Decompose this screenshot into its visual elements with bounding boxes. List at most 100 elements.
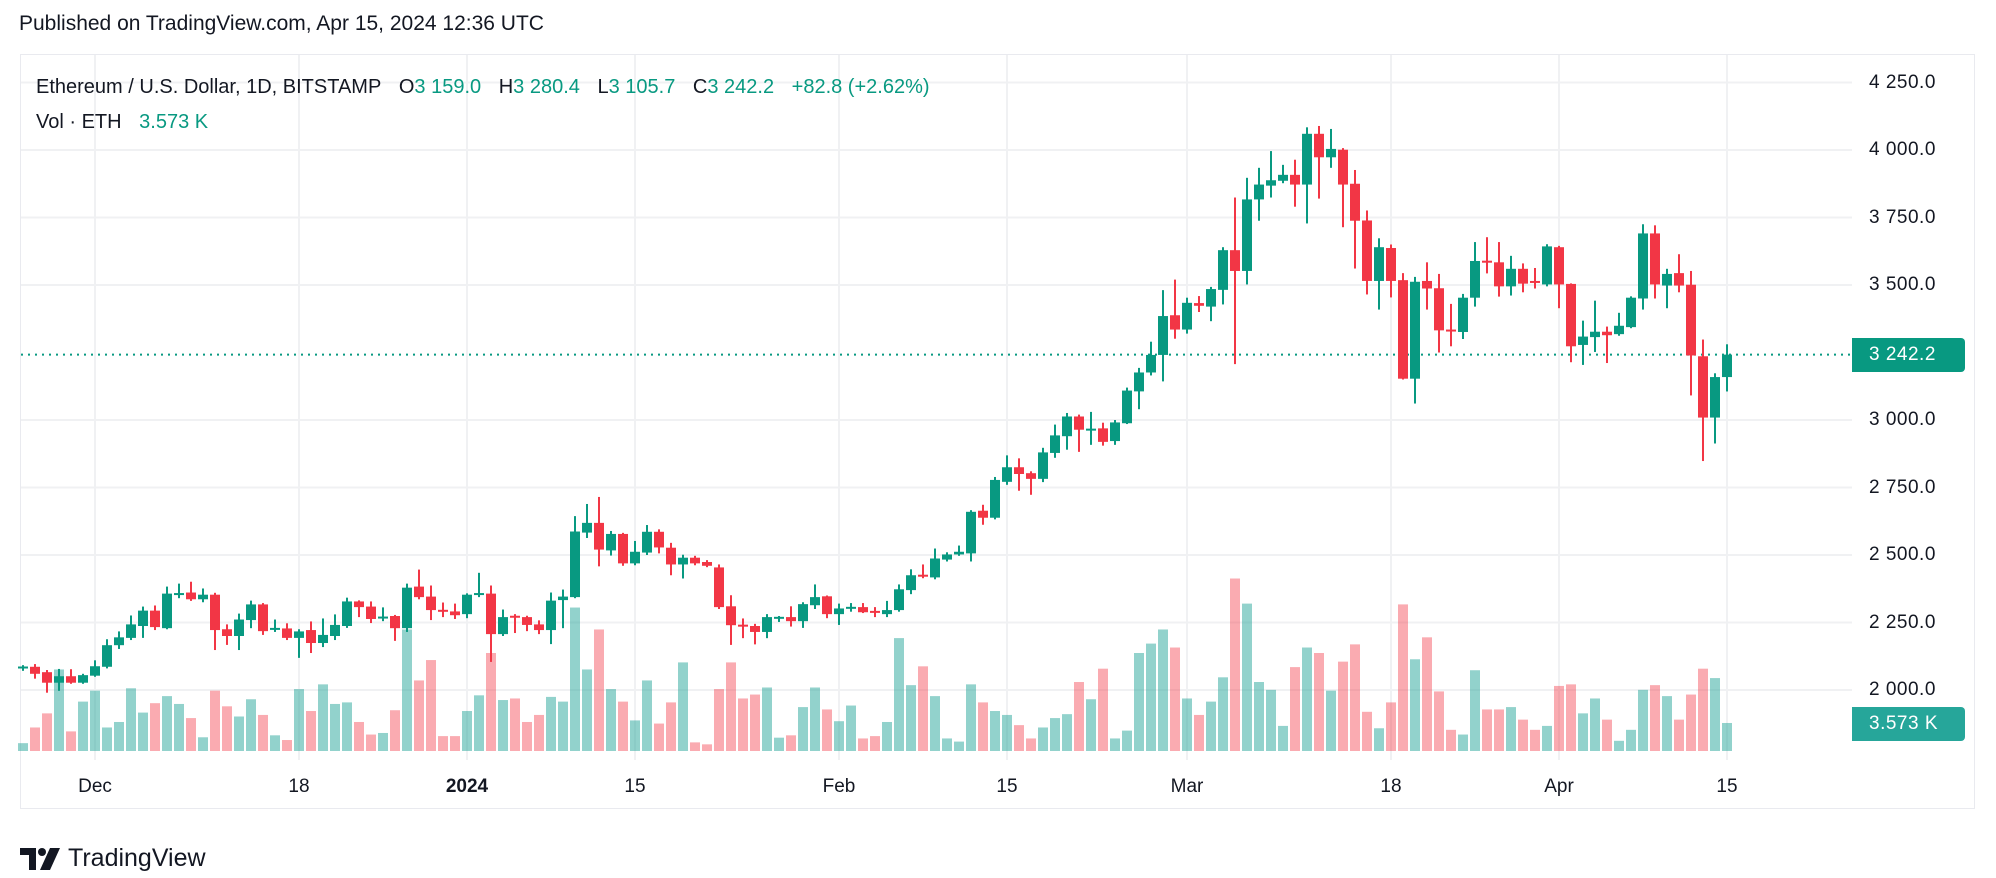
candle[interactable]: [1218, 247, 1228, 305]
candle[interactable]: [366, 601, 376, 624]
candle[interactable]: [918, 564, 928, 579]
candle[interactable]: [1422, 262, 1432, 310]
candle[interactable]: [246, 600, 256, 629]
candle[interactable]: [102, 639, 112, 669]
candle[interactable]: [726, 595, 736, 645]
candle[interactable]: [354, 600, 364, 618]
candle[interactable]: [1434, 273, 1444, 353]
candle[interactable]: [810, 584, 820, 609]
candle[interactable]: [786, 606, 796, 627]
candle[interactable]: [1158, 290, 1168, 382]
candle[interactable]: [510, 614, 520, 634]
candle[interactable]: [906, 569, 916, 595]
candle[interactable]: [822, 595, 832, 619]
candle[interactable]: [54, 668, 64, 691]
candle[interactable]: [966, 510, 976, 562]
candle[interactable]: [1626, 296, 1636, 329]
candle[interactable]: [1026, 471, 1036, 495]
candle[interactable]: [402, 583, 412, 632]
candle[interactable]: [1110, 420, 1120, 445]
candle[interactable]: [294, 629, 304, 658]
candle[interactable]: [126, 615, 136, 641]
candle[interactable]: [678, 554, 688, 579]
candle[interactable]: [702, 560, 712, 568]
candle[interactable]: [1674, 254, 1684, 293]
candle[interactable]: [1326, 128, 1336, 168]
candle[interactable]: [570, 516, 580, 599]
candle[interactable]: [1062, 412, 1072, 450]
candle[interactable]: [1290, 159, 1300, 207]
candle[interactable]: [942, 552, 952, 562]
candle[interactable]: [1554, 245, 1564, 309]
candle[interactable]: [1002, 455, 1012, 485]
candle[interactable]: [666, 542, 676, 576]
candle[interactable]: [990, 476, 1000, 520]
candle[interactable]: [834, 603, 844, 625]
candle[interactable]: [1314, 125, 1324, 199]
candle[interactable]: [1338, 148, 1348, 228]
candle[interactable]: [714, 564, 724, 609]
candle[interactable]: [882, 600, 892, 618]
candle[interactable]: [1398, 273, 1408, 380]
candle[interactable]: [18, 665, 28, 671]
candle[interactable]: [498, 609, 508, 636]
candle[interactable]: [1086, 411, 1096, 445]
candle[interactable]: [318, 618, 328, 648]
candle[interactable]: [1098, 422, 1108, 446]
candle[interactable]: [66, 669, 76, 684]
candle[interactable]: [978, 504, 988, 525]
candle[interactable]: [162, 586, 172, 630]
candle[interactable]: [1254, 167, 1264, 221]
candle[interactable]: [1710, 373, 1720, 444]
candle[interactable]: [642, 525, 652, 555]
candle[interactable]: [774, 616, 784, 622]
candle[interactable]: [870, 607, 880, 618]
candle[interactable]: [1578, 320, 1588, 365]
candle[interactable]: [1242, 177, 1252, 285]
candle[interactable]: [1194, 296, 1204, 312]
candle[interactable]: [1650, 225, 1660, 299]
candle[interactable]: [1662, 268, 1672, 309]
candle[interactable]: [618, 532, 628, 566]
candle[interactable]: [1410, 276, 1420, 404]
candle[interactable]: [582, 503, 592, 538]
candle[interactable]: [390, 614, 400, 641]
candle[interactable]: [1566, 283, 1576, 363]
candle[interactable]: [1134, 367, 1144, 410]
candle[interactable]: [114, 631, 124, 649]
candle[interactable]: [1722, 344, 1732, 392]
candle[interactable]: [630, 540, 640, 566]
candle[interactable]: [1518, 263, 1528, 293]
candle[interactable]: [258, 603, 268, 635]
candle[interactable]: [210, 592, 220, 651]
candle[interactable]: [1590, 300, 1600, 352]
candle[interactable]: [1170, 279, 1180, 339]
candle[interactable]: [654, 529, 664, 554]
candle[interactable]: [894, 584, 904, 612]
candle[interactable]: [750, 623, 760, 645]
candle[interactable]: [558, 589, 568, 629]
candle[interactable]: [606, 530, 616, 556]
candle[interactable]: [546, 592, 556, 645]
candle[interactable]: [1350, 169, 1360, 269]
candle[interactable]: [450, 603, 460, 619]
candle[interactable]: [522, 615, 532, 632]
candle[interactable]: [438, 602, 448, 618]
candle[interactable]: [534, 620, 544, 635]
candle[interactable]: [462, 593, 472, 619]
candle[interactable]: [414, 569, 424, 600]
candle[interactable]: [282, 623, 292, 641]
candle[interactable]: [174, 583, 184, 599]
candle[interactable]: [1686, 270, 1696, 396]
candle[interactable]: [426, 585, 436, 621]
candle[interactable]: [846, 603, 856, 612]
candle[interactable]: [234, 613, 244, 651]
candle[interactable]: [78, 673, 88, 684]
candle[interactable]: [1266, 151, 1276, 198]
candle[interactable]: [1014, 458, 1024, 491]
candle[interactable]: [1206, 286, 1216, 322]
candle[interactable]: [1038, 447, 1048, 483]
candle[interactable]: [858, 603, 868, 614]
candle[interactable]: [1122, 387, 1132, 425]
